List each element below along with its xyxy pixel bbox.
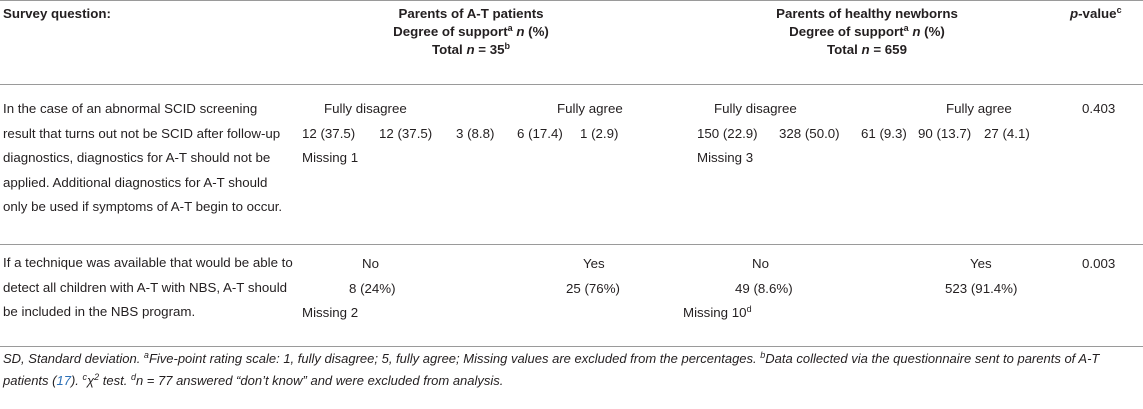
row1-hn-right-label: Fully agree	[946, 101, 1012, 116]
row2-at-right-label: Yes	[583, 256, 605, 271]
header-at-parents: Parents of A-T patients Degree of suppor…	[300, 5, 642, 59]
row1-at-value-1: 12 (37.5)	[302, 126, 356, 141]
row1-at-value-2: 12 (37.5)	[379, 126, 433, 141]
row1-p-value: 0.403	[1082, 101, 1116, 116]
table-bottom-rule	[0, 346, 1143, 347]
header-healthy-parents: Parents of healthy newborns Degree of su…	[690, 5, 1044, 59]
row2-hn-missing: Missing 10d	[683, 304, 752, 321]
row2-hn-right-label: Yes	[970, 256, 992, 271]
row2-at-value-1: 8 (24%)	[349, 281, 396, 296]
row2-at-value-2: 25 (76%)	[566, 281, 620, 296]
row1-at-value-4: 6 (17.4)	[517, 126, 563, 141]
header-hn-total: Total n = 659	[827, 42, 907, 57]
table-footnote: SD, Standard deviation. aFive-point rati…	[3, 350, 1100, 389]
row2-hn-left-label: No	[752, 256, 769, 271]
header-at-title: Parents of A-T patients	[398, 6, 544, 21]
row2-question: If a technique was available that would …	[3, 255, 293, 320]
row1-hn-value-2: 328 (50.0)	[779, 126, 840, 141]
header-p-value: p-valuec	[1070, 5, 1122, 22]
row1-hn-missing: Missing 3	[697, 150, 754, 165]
header-hn-title: Parents of healthy newborns	[776, 6, 958, 21]
row1-hn-value-3: 61 (9.3)	[861, 126, 907, 141]
row2-hn-value-1: 49 (8.6%)	[735, 281, 793, 296]
header-survey-question: Survey question:	[3, 6, 111, 21]
row2-at-left-label: No	[362, 256, 379, 271]
row1-at-missing: Missing 1	[302, 150, 359, 165]
row1-at-right-label: Fully agree	[557, 101, 623, 116]
row1-question: In the case of an abnormal SCID screenin…	[3, 101, 283, 215]
header-hn-support: Degree of supporta n (%)	[789, 23, 945, 40]
row1-hn-value-5: 27 (4.1)	[984, 126, 1030, 141]
row1-hn-value-4: 90 (13.7)	[918, 126, 972, 141]
row1-at-left-label: Fully disagree	[324, 101, 407, 116]
row1-at-value-5: 1 (2.9)	[580, 126, 619, 141]
reference-link[interactable]: 17	[56, 373, 71, 388]
header-at-total: Total n = 35b	[431, 41, 511, 58]
row2-hn-value-2: 523 (91.4%)	[945, 281, 1018, 296]
header-at-support: Degree of supporta n (%)	[393, 23, 549, 40]
header-rule	[0, 84, 1143, 85]
row1-at-value-3: 3 (8.8)	[456, 126, 495, 141]
row2-p-value: 0.003	[1082, 256, 1116, 271]
row1-hn-left-label: Fully disagree	[714, 101, 797, 116]
row-divider	[0, 244, 1143, 245]
row1-hn-value-1: 150 (22.9)	[697, 126, 758, 141]
row2-at-missing: Missing 2	[302, 305, 359, 320]
table-top-rule	[0, 0, 1143, 1]
